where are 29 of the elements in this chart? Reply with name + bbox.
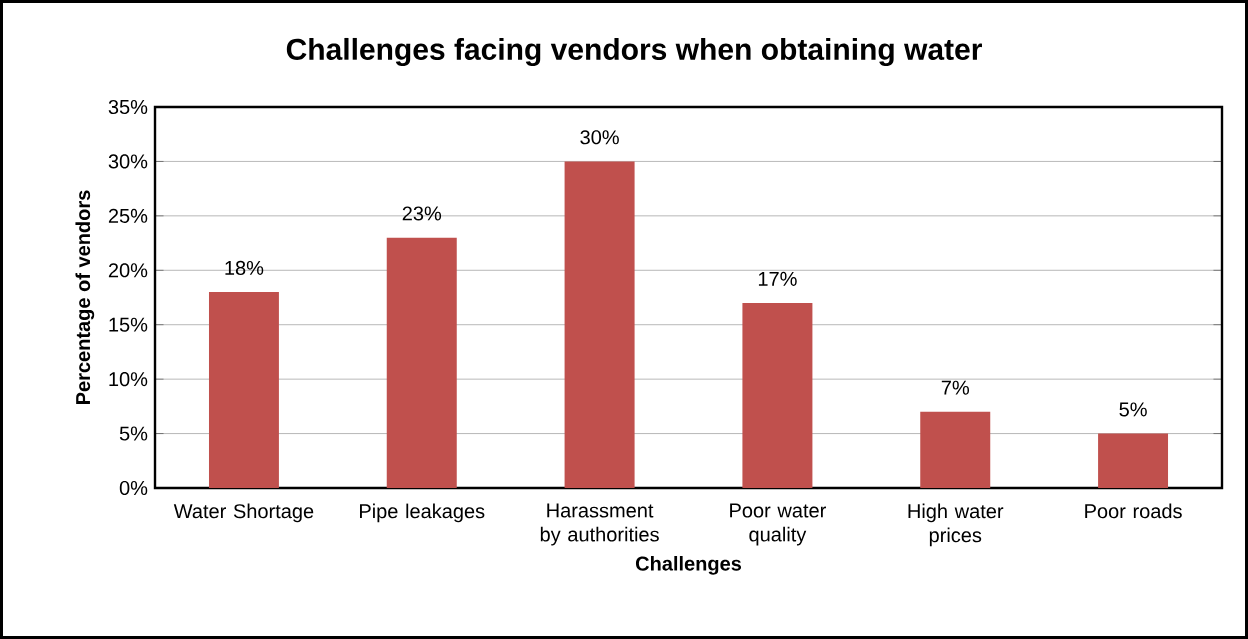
bar (386, 237, 457, 489)
x-tick-label: Poor water quality (730, 503, 826, 546)
x-tick-label: Pipe leakages (360, 503, 485, 523)
y-tick-label: 10% (109, 372, 148, 387)
y-axis-title: Percentage of vendors (75, 190, 95, 404)
data-label: 23% (402, 206, 442, 221)
bar (564, 161, 635, 489)
data-label: 5% (1119, 402, 1147, 417)
data-label: 18% (225, 260, 264, 275)
y-tick-label: 20% (108, 263, 148, 278)
data-label: 17% (758, 271, 797, 286)
x-axis-title: Challenges (635, 555, 742, 575)
y-tick-label: 5% (119, 426, 148, 441)
data-label: 30% (580, 130, 619, 145)
data-label: 7% (941, 380, 970, 395)
bar (1098, 433, 1169, 489)
y-tick-label: 0% (119, 480, 148, 496)
y-tick-label: 30% (108, 154, 148, 169)
bar (742, 302, 813, 489)
bar (920, 411, 991, 489)
y-tick-label: 25% (108, 208, 148, 223)
x-tick-label: Poor roads (1085, 503, 1182, 519)
y-tick-label: 35% (108, 99, 148, 115)
x-tick-label: High water prices (908, 503, 1004, 547)
chart-title: Challenges facing vendors when obtaining water (286, 37, 982, 67)
y-tick-label: 15% (109, 317, 148, 332)
bar (208, 292, 279, 489)
x-tick-label: Harassment by authorities (540, 503, 659, 546)
x-tick-label: Water Shortage (173, 503, 314, 523)
